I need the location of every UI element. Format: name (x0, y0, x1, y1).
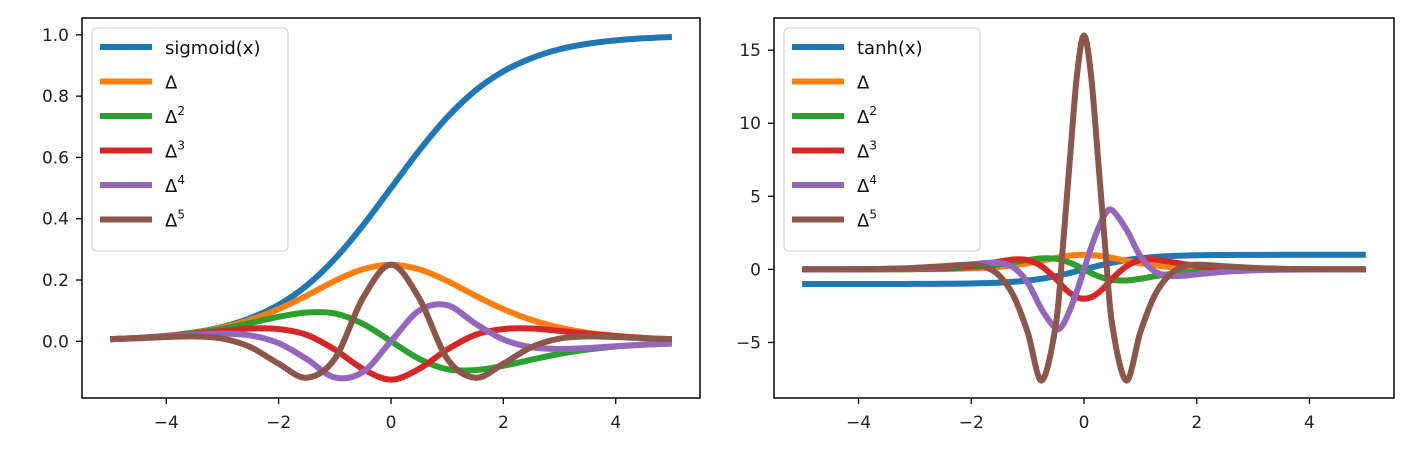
legend: sigmoid(x) Δ Δ2 Δ3 Δ4 Δ5 (91, 27, 289, 252)
legend-label: Δ (165, 73, 178, 94)
y-tick-label: 1.0 (42, 26, 69, 46)
chart-panel-1: −4 −2 0 2 4 0.0 0.2 0.4 0.6 0.8 1.0 sigmoid(x) Δ Δ2 Δ3… (42, 17, 701, 433)
legend-label: Δ2 (165, 104, 185, 128)
legend-label: Δ (857, 73, 870, 94)
x-tick-label: 2 (498, 413, 509, 433)
x-tick-label: 4 (610, 413, 621, 433)
y-tick-label: 0.6 (42, 148, 69, 168)
series-lines (109, 34, 673, 383)
series-line-2 (109, 261, 673, 343)
series-line-5 (109, 301, 673, 382)
x-tick-label: −4 (846, 413, 871, 433)
legend-label: Δ4 (165, 173, 185, 197)
legend-label: Δ5 (165, 208, 185, 232)
x-tick-label: −2 (959, 413, 984, 433)
legend-label: Δ4 (857, 173, 877, 197)
legend-label: Δ3 (165, 139, 185, 163)
y-tick-label: 5 (750, 187, 761, 207)
y-tick-label: 0.4 (42, 210, 69, 230)
x-tick-label: −4 (154, 413, 179, 433)
y-tick-label: −5 (736, 333, 761, 353)
x-tick-label: 0 (386, 413, 397, 433)
series-line-6 (109, 261, 673, 381)
x-tick-label: −2 (266, 413, 291, 433)
y-tick-label: 0.0 (42, 332, 69, 352)
y-tick-label: 15 (739, 41, 761, 61)
chart-panel-2: −4 −2 0 2 4 −5 0 5 10 15 tanh(x) Δ Δ2 Δ3 Δ4 Δ5 (736, 17, 1395, 433)
legend: tanh(x) Δ Δ2 Δ3 Δ4 Δ5 (783, 27, 981, 252)
legend-label: Δ2 (857, 104, 877, 128)
legend-label: Δ3 (857, 139, 877, 163)
x-tick-label: 4 (1304, 413, 1315, 433)
y-tick-label: 0.8 (42, 87, 69, 107)
y-tick-label: 0.2 (42, 271, 69, 291)
series-lines (802, 32, 1366, 384)
legend-label: Δ5 (857, 208, 877, 232)
series-line-6 (802, 32, 1366, 384)
legend-label: sigmoid(x) (165, 38, 260, 59)
legend-label: tanh(x) (857, 38, 923, 59)
x-tick-label: 0 (1079, 413, 1090, 433)
x-tick-label: 2 (1191, 413, 1202, 433)
y-tick-label: 0 (750, 260, 761, 280)
y-tick-label: 10 (739, 114, 761, 134)
